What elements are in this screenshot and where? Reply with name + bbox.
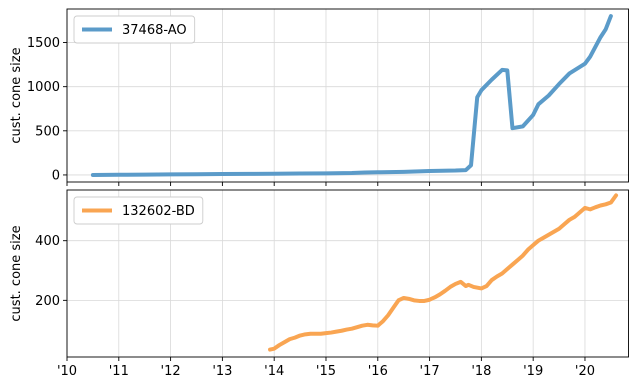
series-line-37468-AO [90, 14, 613, 177]
x-tick-label: '18 [471, 364, 491, 379]
legend: 37468-AO [73, 15, 196, 44]
y-axis-label: cust. cone size [9, 225, 24, 321]
x-tick-label: '13 [212, 364, 232, 379]
series-line-132602-BD [268, 193, 619, 352]
x-tick-label: '12 [161, 364, 181, 379]
x-tick-label: '20 [575, 364, 595, 379]
x-tick-label: '15 [316, 364, 336, 379]
x-tick-label: '11 [109, 364, 129, 379]
y-tick-label: 0 [52, 168, 60, 183]
x-tick-label: '17 [420, 364, 440, 379]
legend: 132602-BD [73, 196, 204, 225]
legend-label: 37468-AO [122, 23, 187, 38]
legend-label: 132602-BD [122, 204, 195, 219]
x-tick-label: '16 [368, 364, 388, 379]
x-tick-label: '19 [523, 364, 543, 379]
panel-2: 200 400 '10 '11 '12 '13 '14 '15 '16 '17 '18 '19 '20 c… [9, 189, 629, 379]
y-tick-label: 200 [35, 294, 60, 309]
legend-box [73, 15, 196, 44]
y-tick-label: 500 [35, 124, 60, 139]
y-tick-label: 1000 [27, 80, 60, 95]
y-tick-label: 400 [35, 234, 60, 249]
x-tick-label: '14 [264, 364, 284, 379]
x-tick-label: '10 [57, 364, 77, 379]
y-tick-label: 1500 [27, 36, 60, 51]
y-axis-label: cust. cone size [9, 47, 24, 143]
legend-box [73, 196, 204, 225]
